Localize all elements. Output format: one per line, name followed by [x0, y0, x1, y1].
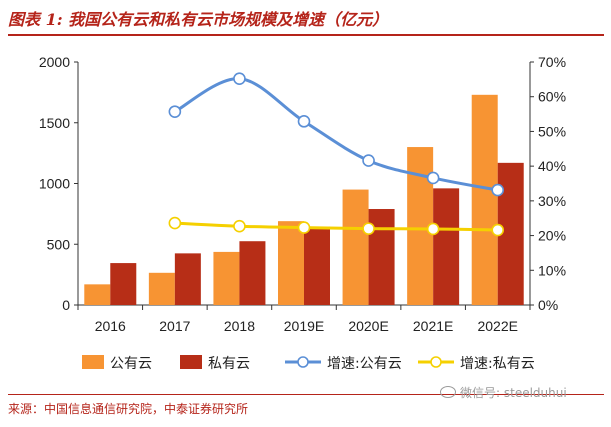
wechat-icon: [440, 386, 456, 398]
growth-private-point: [233, 219, 246, 233]
legend: 公有云 私有云 增速:公有云 增速:私有云: [82, 355, 535, 372]
source-divider: [8, 394, 604, 395]
y-tick-label-left: 1000: [39, 176, 70, 192]
growth-private-point: [297, 221, 311, 234]
bar-private-2017: [174, 253, 201, 305]
bar-private-2021E: [433, 188, 460, 305]
legend-private-swatch: [180, 355, 202, 369]
growth-public-line: [174, 77, 498, 192]
x-tick-label: 2017: [159, 318, 190, 334]
x-tick-label: 2018: [224, 318, 255, 334]
growth-private-point: [362, 222, 375, 235]
y-tick-label-right: 20%: [538, 228, 566, 244]
x-tick-label: 2021E: [413, 318, 453, 334]
bar-private-2016: [110, 263, 137, 305]
chart-title: 图表 1: 我国公有云和私有云市场规模及增速（亿元）: [8, 10, 389, 29]
title-divider: [8, 34, 604, 36]
y-tick-label-right: 40%: [538, 158, 566, 174]
x-tick-label: 2022E: [477, 318, 517, 334]
bars: [84, 94, 524, 306]
growth-private-point: [168, 216, 182, 230]
growth-public-point: [426, 171, 440, 185]
growth-public-point: [297, 115, 311, 128]
y-tick-label-right: 60%: [538, 89, 566, 105]
bar-public-2020E: [342, 189, 369, 305]
y-tick-label-left: 500: [47, 236, 71, 252]
y-tick-label-right: 0%: [538, 297, 558, 313]
growth-private-point: [426, 222, 440, 236]
legend-public-swatch: [82, 355, 104, 369]
bar-public-2018: [213, 251, 240, 305]
legend-growth-private-marker: [430, 356, 442, 368]
y-tick-label-left: 0: [62, 297, 70, 313]
growth-public-point: [362, 154, 375, 167]
legend-growth-private-label: 增速:私有云: [460, 356, 535, 372]
y-tick-label-right: 70%: [538, 54, 566, 70]
bar-private-2018: [239, 241, 266, 305]
source-text: 来源：中国信息通信研究院，中泰证券研究所: [8, 402, 249, 416]
bar-public-2017: [148, 272, 175, 305]
axes: 0 500 1000 1500 2000 0% 10% 20% 30% 40% 50% 60% 70% 2…: [39, 54, 566, 334]
legend-private-label: 私有云: [208, 356, 250, 372]
watermark-text: 微信号: steelduhui: [460, 386, 567, 400]
bar-private-2019E: [304, 226, 330, 305]
y-tick-label-right: 10%: [538, 262, 566, 278]
legend-growth-public-label: 增速:公有云: [327, 356, 402, 372]
bar-public-2016: [84, 284, 111, 305]
bar-public-2022E: [471, 94, 498, 306]
watermark: 微信号: steelduhui: [440, 384, 567, 401]
y-tick-label-left: 1500: [39, 115, 70, 131]
bar-private-2020E: [368, 209, 395, 305]
growth-public-point: [168, 105, 182, 118]
y-tick-label-right: 50%: [538, 123, 566, 139]
growth-public-point: [233, 72, 246, 85]
growth-private-point: [491, 223, 505, 237]
x-tick-label: 2020E: [348, 318, 388, 334]
y-tick-label-right: 30%: [538, 193, 566, 209]
growth-public-point: [491, 183, 505, 197]
x-tick-label: 2019E: [284, 318, 324, 334]
legend-growth-public-marker: [297, 356, 309, 368]
legend-public-label: 公有云: [110, 356, 152, 372]
x-tick-label: 2016: [95, 318, 126, 334]
bar-public-2019E: [278, 221, 304, 305]
lines: [168, 72, 505, 237]
chart: 0 500 1000 1500 2000 0% 10% 20% 30% 40% 50% 60% 70% 2…: [39, 54, 566, 372]
y-tick-label-left: 2000: [39, 54, 70, 70]
